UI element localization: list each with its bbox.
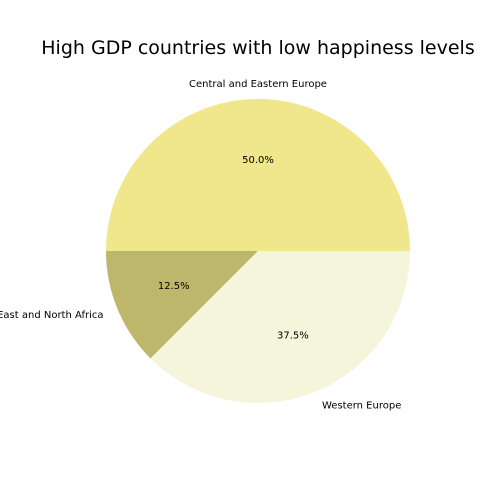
slice-percentage-label: 37.5% xyxy=(277,330,309,341)
pie-labels: Central and Eastern Europe 50.0% Middle Ea… xyxy=(0,79,401,412)
slice-label: Western Europe xyxy=(322,400,401,411)
slice-percentage-label: 12.5% xyxy=(158,281,190,292)
pie-slice-central-and-eastern-europe xyxy=(106,99,410,251)
chart-title: High GDP countries with low happiness le… xyxy=(41,37,474,59)
slice-label: Central and Eastern Europe xyxy=(189,79,327,90)
pie-slice-middle-east-and-north-africa xyxy=(106,251,258,359)
pie-slice-western-europe xyxy=(150,251,410,403)
slice-label: Middle East and North Africa xyxy=(0,310,104,321)
pie-slices xyxy=(106,99,410,403)
slice-percentage-label: 50.0% xyxy=(242,155,274,166)
